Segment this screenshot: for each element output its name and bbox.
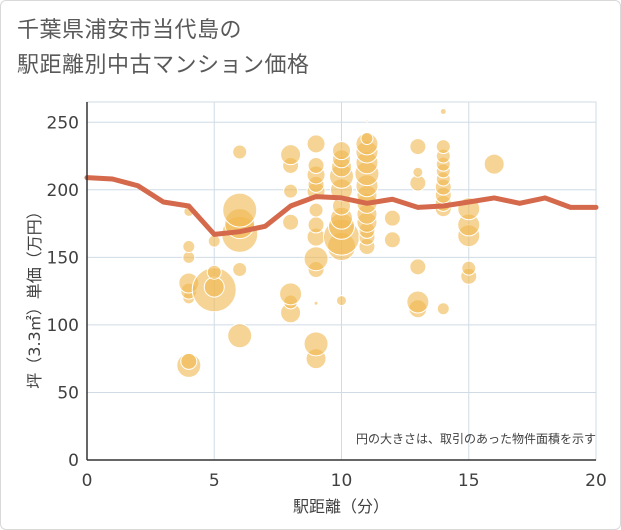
bubble-point bbox=[182, 250, 196, 264]
bubble-point bbox=[283, 183, 299, 199]
y-axis-title: 坪（3.3㎡）単価（万円） bbox=[25, 203, 44, 388]
bubble-point bbox=[282, 213, 300, 231]
bubble-point bbox=[306, 134, 326, 154]
y-tick-label: 100 bbox=[47, 316, 79, 336]
x-tick-label: 5 bbox=[209, 471, 220, 491]
axes: 0 50 100 150 200 250 0 5 10 15 20 bbox=[47, 102, 607, 491]
bubble-point bbox=[307, 216, 325, 234]
bubble-point bbox=[406, 290, 430, 314]
bubble-point bbox=[182, 240, 196, 254]
bubble-point bbox=[308, 202, 324, 218]
chart-title-line2: 駅距離別中古マンション価格 bbox=[17, 53, 310, 78]
bubble-point bbox=[332, 141, 351, 161]
bubble-point bbox=[365, 119, 369, 123]
y-tick-label: 150 bbox=[47, 248, 79, 268]
bubble-point bbox=[461, 260, 477, 276]
bubble-point bbox=[203, 276, 225, 298]
bubbles-layer bbox=[176, 107, 505, 378]
bubble-point bbox=[409, 258, 427, 276]
bubble-point bbox=[383, 231, 401, 249]
bubble-point bbox=[336, 295, 347, 307]
bubble-point bbox=[439, 107, 447, 115]
bubble-point bbox=[280, 144, 302, 166]
bubble-point bbox=[435, 139, 451, 155]
x-tick-label: 0 bbox=[82, 471, 93, 491]
bubble-point bbox=[279, 282, 303, 306]
bubble-point bbox=[483, 153, 505, 175]
bubble-point bbox=[232, 144, 248, 160]
x-axis-title: 駅距離（分） bbox=[293, 497, 389, 516]
bubble-point bbox=[206, 264, 222, 280]
x-tick-label: 20 bbox=[585, 471, 607, 491]
bubble-point bbox=[383, 209, 401, 227]
bubble-point bbox=[307, 156, 325, 174]
size-note: 円の大きさは、取引のあった物件面積を示す bbox=[356, 431, 596, 446]
bubble-point bbox=[227, 323, 253, 349]
bubble-point bbox=[412, 166, 424, 178]
bubble-point bbox=[303, 331, 329, 357]
bubble-point bbox=[207, 234, 221, 248]
bubble-point bbox=[360, 131, 374, 145]
bubble-point bbox=[180, 352, 198, 370]
y-tick-label: 200 bbox=[47, 181, 79, 201]
bubble-point bbox=[222, 192, 258, 228]
bubble-point bbox=[232, 262, 248, 278]
x-tick-label: 10 bbox=[331, 471, 353, 491]
bubble-point bbox=[409, 138, 427, 156]
y-tick-label: 250 bbox=[47, 113, 79, 133]
bubble-point bbox=[303, 246, 329, 272]
bubble-point bbox=[436, 302, 450, 316]
average-price-line bbox=[84, 175, 599, 237]
y-tick-label: 0 bbox=[68, 451, 79, 471]
average-line-layer bbox=[84, 175, 599, 237]
y-tick-label: 50 bbox=[57, 383, 79, 403]
bubble-point bbox=[313, 300, 319, 306]
x-tick-label: 15 bbox=[458, 471, 480, 491]
chart-title: 千葉県浦安市当代島の 駅距離別中古マンション価格 bbox=[17, 13, 310, 83]
chart-title-line1: 千葉県浦安市当代島の bbox=[17, 18, 243, 43]
